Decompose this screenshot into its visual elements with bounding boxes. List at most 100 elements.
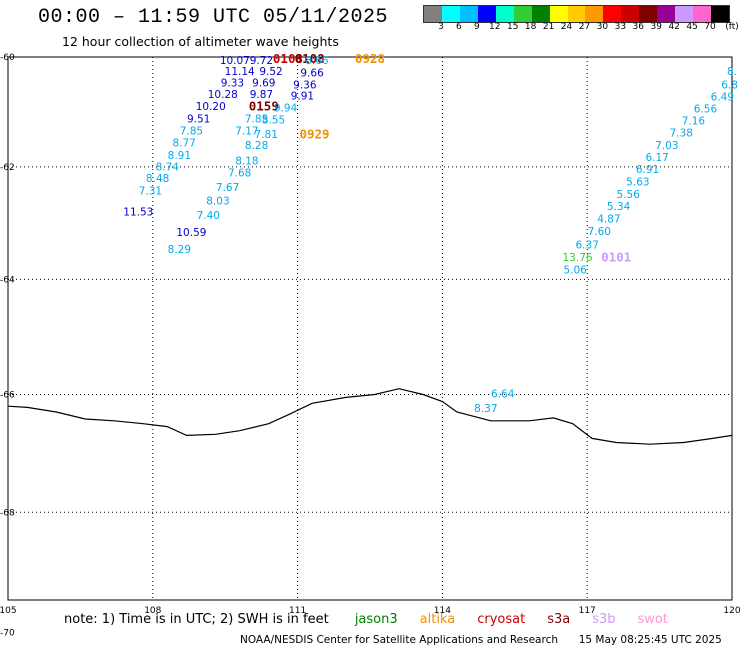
wave-height-value: 8.03 [206,196,229,208]
map-grid [8,57,732,600]
colorbar-swatch [639,6,658,22]
wave-height-value: 9.87 [250,89,273,101]
wave-height-value: 8.29 [168,244,191,256]
wave-height-value: 7.85 [180,125,203,137]
page-title: 00:00 – 11:59 UTC 05/11/2025 [38,6,389,29]
wave-height-value: 10.07 [220,55,250,67]
wave-height-value: 10.20 [196,101,226,113]
latitude-tick-label: -60 [0,53,15,63]
wave-height-value: 5.06 [563,264,587,276]
colorbar-tick-label: 42 [668,22,680,32]
latitude-tick-label: -68 [0,508,15,518]
pass-time-label: 0108 [295,51,325,66]
wave-height-value: 9.94 [274,102,298,114]
colorbar-swatch [459,6,478,22]
timestamp-text: 15 May 08:25:45 UTC 2025 [578,634,722,646]
colorbar-tick-label: 9 [473,22,480,32]
latitude-tick-label: -64 [0,275,15,285]
longitude-tick-label: 120 [723,606,740,616]
page-subtitle: 12 hour collection of altimeter wave hei… [62,34,339,49]
wave-height-value: 7.67 [216,182,239,194]
colorbar-tick-label: 18 [524,22,537,32]
latitude-tick-label: -62 [0,163,15,173]
wave-height-value: 7.40 [197,210,220,222]
wave-height-value: 7.31 [139,185,162,197]
colorbar-tick-label: 36 [632,22,645,32]
colorbar-swatch [424,6,442,22]
legend-item-s3a: s3a [547,612,571,627]
longitude-tick-label: 114 [434,606,451,616]
wave-height-value: 7.03 [655,140,678,152]
colorbar-tick-label: 39 [650,22,662,32]
colorbar-swatch [477,6,496,22]
pass-time-label: 0929 [299,126,329,141]
wave-height-value: 9.69 [252,78,275,90]
wave-height-value: 7.16 [682,116,706,128]
colorbar-tick-label: 12 [489,22,501,32]
note-bar: note: 1) Time is in UTC; 2) SWH is in fe… [64,612,668,627]
wave-height-value: 8.55 [262,114,285,126]
colorbar-swatch [603,6,622,22]
wave-height-value: 8. [727,66,737,78]
wave-height-value: 7.68 [228,168,251,180]
wave-height-value: 8.77 [172,138,195,150]
latitude-tick-label: -66 [0,391,15,401]
wave-height-value: 6.37 [576,239,599,251]
pass-time-label: 0928 [355,51,385,66]
colorbar-tick-label: 33 [614,22,627,32]
colorbar-swatch [531,6,550,22]
colorbar-swatch [549,6,568,22]
colorbar-swatch [585,6,604,22]
wave-height-value: 4.87 [597,213,620,225]
footer: NOAA/NESDIS Center for Satellite Applica… [240,634,722,646]
colorbar-unit-label: (ft) [725,22,739,32]
colorbar-swatch [621,6,640,22]
wave-height-value: 10.59 [176,227,206,239]
wave-height-value: 8.28 [245,140,268,152]
longitude-tick-label: 117 [579,606,596,616]
wave-height-value: 7.85 [245,113,268,125]
antarctic-coastline [7,388,733,445]
colorbar-tick-label: 27 [578,22,591,32]
wave-height-value: 7.81 [255,129,278,141]
note-text: note: 1) Time is in UTC; 2) SWH is in fe… [64,612,329,627]
legend-item-altika: altika [419,612,456,627]
wave-height-value: 6.56 [694,103,718,115]
wave-height-value: 11.14 [225,66,255,78]
colorbar-labels: 3 6 9 12 15 18 21 24 27 30 33 36 39 42 45 70 (ft) [423,22,739,34]
legend-item-jason3: jason3 [354,612,398,627]
colorbar-swatch [567,6,586,22]
longitude-tick-label: 105 [0,606,17,616]
wave-height-colorbar [423,5,730,23]
colorbar-tick-label: 6 [456,22,462,32]
wave-height-value: 9.72 [250,55,273,67]
wave-height-value: 7.60 [588,226,611,238]
wave-height-value: 5.56 [617,189,641,201]
wave-height-value: 9.33 [221,78,244,90]
wave-height-value: 9.52 [259,66,282,78]
colorbar-tick-label: 45 [686,22,698,32]
legend-item-swot: swot [637,612,668,627]
wave-height-value: 6.91 [636,164,659,176]
wave-height-value: 8.18 [235,155,258,167]
wave-height-value: 10.28 [208,89,238,101]
colorbar-tick-label: 21 [542,22,555,32]
wave-height-value: 8.91 [168,150,191,162]
wave-height-value: 9.66 [300,67,324,79]
wave-height-value: 6.64 [491,389,515,401]
wave-height-value: 5.34 [607,201,631,213]
colorbar-swatch [441,6,460,22]
wave-height-value: 7.38 [670,128,693,140]
credit-text: NOAA/NESDIS Center for Satellite Applica… [240,634,558,646]
colorbar-tick-label: 15 [506,22,519,32]
wave-height-value: 13.76 [563,252,593,264]
wave-height-value: 8.48 [146,173,169,185]
colorbar-swatch [711,6,729,22]
wave-height-value: 7.17 [235,125,258,137]
plot-frame [7,56,733,601]
colorbar-tick-label: 3 [438,22,444,32]
colorbar-swatch [693,6,711,22]
colorbar-tick-label: 70 [704,22,716,32]
colorbar-tick-label: 30 [596,22,609,32]
